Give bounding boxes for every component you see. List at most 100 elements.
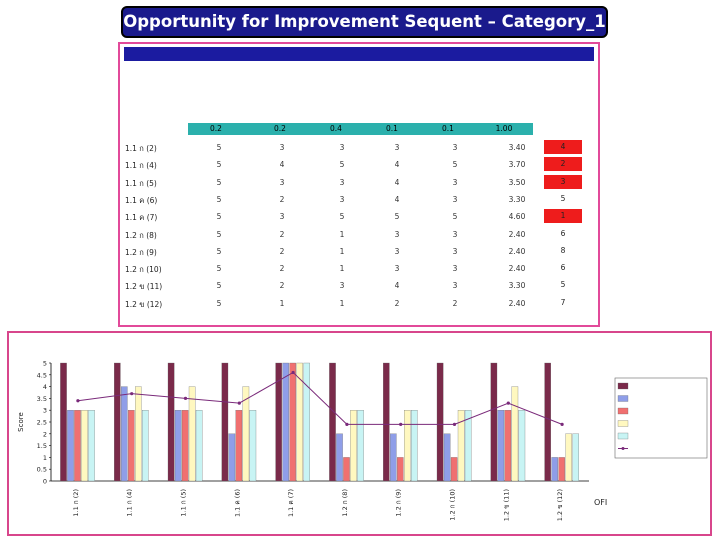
priority-cell: 6 — [560, 228, 566, 238]
bar-chart: 0 0.5 1 1.5 2 2.5 3 3.5 4 4.5 5 Score 1.1 ก (2) 1.1 ก… — [17, 360, 708, 521]
y-tick-label: 2 — [43, 430, 47, 438]
table-cell: 3 — [394, 143, 400, 152]
bar — [249, 410, 257, 482]
line-point — [291, 370, 295, 375]
x-tick-label: 1.2 ข (11) — [502, 489, 510, 521]
table-cell: 5 — [339, 160, 345, 170]
bar — [228, 433, 236, 482]
bar — [121, 386, 128, 482]
bar — [282, 362, 289, 482]
table-cell: 3.70 — [508, 160, 526, 170]
slide-title: Opportunity for Improvement Sequent – Ca… — [123, 12, 606, 31]
table-cell: 1 — [339, 264, 345, 274]
bar — [404, 410, 411, 482]
table-cell: 3 — [339, 143, 345, 152]
weight-cell: 0.1 — [386, 124, 398, 133]
table-cell: 5 — [216, 177, 222, 187]
line-point — [183, 396, 188, 400]
table-cell: 5 — [216, 212, 222, 222]
table-cell: 3 — [394, 264, 400, 274]
table-cell: 4 — [394, 160, 400, 170]
table-cell: 4 — [394, 194, 400, 204]
bar — [397, 457, 404, 482]
table-cell: 3 — [339, 177, 345, 187]
bar — [544, 362, 551, 482]
priority-cell: 5 — [560, 280, 566, 290]
table-cell: 2 — [279, 264, 285, 274]
row-label: 1.1 ค (7) — [125, 213, 158, 223]
table-cell: 3.30 — [508, 281, 526, 291]
bar — [518, 410, 526, 482]
table-cell: 3 — [452, 281, 458, 291]
table-cell: 2 — [279, 246, 285, 256]
y-tick-label: 1.5 — [37, 442, 47, 450]
table-cell: 3 — [279, 212, 285, 222]
x-tick-label: 1.2 ก (10) — [449, 489, 457, 521]
table-cell: 5 — [452, 212, 458, 222]
table-cell: 5 — [339, 212, 345, 222]
table-cell: 1 — [339, 229, 345, 239]
table-cell: 3 — [279, 177, 285, 187]
table-cell: 3.40 — [508, 143, 526, 152]
bar — [174, 410, 182, 482]
bar — [443, 433, 451, 482]
x-tick-label: 1.1 ก (2) — [72, 489, 80, 517]
table-cell: 1 — [339, 246, 345, 256]
bar — [275, 362, 282, 482]
table-cell: 4.60 — [508, 212, 526, 222]
bar — [221, 362, 229, 482]
weight-cell: 1.00 — [495, 124, 513, 133]
row-label: 1.1 ก (5) — [125, 178, 157, 188]
priority-cell: 1 — [544, 209, 582, 224]
priority-cell: 4 — [544, 140, 582, 154]
bar — [67, 410, 74, 482]
x-tick-label: 1.1 ก (5) — [180, 489, 188, 517]
priority-table: 0.2 0.2 0.4 0.1 0.1 1.00 1.1 ก (2) 5 3 3 3 3 3.40 4 1… — [118, 42, 600, 327]
row-label: 1.1 ก (4) — [125, 161, 157, 171]
y-tick-label: 0 — [43, 478, 47, 486]
table-cell: 3 — [279, 143, 285, 152]
bar — [490, 362, 498, 482]
bar — [74, 410, 81, 482]
table-cell: 4 — [394, 177, 400, 187]
legend-swatch — [617, 432, 629, 440]
line-series — [77, 371, 563, 425]
bar — [114, 362, 121, 482]
table-cell: 5 — [216, 264, 222, 274]
table-cell: 3 — [452, 194, 458, 204]
table-cell: 3 — [339, 194, 345, 204]
legend-swatch — [617, 420, 629, 427]
line-point — [76, 399, 80, 403]
table-cell: 3 — [394, 229, 400, 239]
table-cell: 2 — [279, 281, 285, 291]
table-cell: 3 — [452, 177, 458, 187]
priority-cell: 2 — [544, 157, 582, 172]
row-label: 1.2 ก (10) — [125, 265, 162, 275]
bar — [450, 457, 458, 482]
y-tick-label: 2.5 — [37, 419, 47, 427]
bar — [128, 410, 135, 482]
y-tick-label: 5 — [43, 360, 47, 368]
y-axis-title: Score — [17, 412, 25, 432]
priority-cell: 3 — [544, 174, 582, 189]
x-tick-label: 1.1 ค (6) — [233, 489, 241, 517]
y-tick-label: 1 — [43, 454, 47, 462]
table-header-bar — [124, 47, 594, 61]
bar — [81, 410, 88, 482]
bar — [142, 410, 149, 482]
bar — [181, 410, 189, 482]
table-cell: 5 — [216, 281, 222, 291]
bar — [497, 410, 505, 482]
y-tick-label: 4.5 — [37, 371, 47, 379]
row-label: 1.1 ก (2) — [125, 144, 157, 153]
line-point — [399, 422, 403, 426]
bar — [357, 410, 364, 482]
x-tick-label: 1.1 ก (4) — [126, 489, 134, 517]
table-cell: 3 — [339, 281, 345, 291]
table-cell: 5 — [216, 143, 222, 152]
priority-cell: 8 — [560, 245, 566, 255]
legend-swatch — [621, 447, 625, 450]
weight-cell: 0.1 — [442, 124, 454, 133]
bar — [343, 457, 350, 482]
bar — [195, 410, 203, 482]
